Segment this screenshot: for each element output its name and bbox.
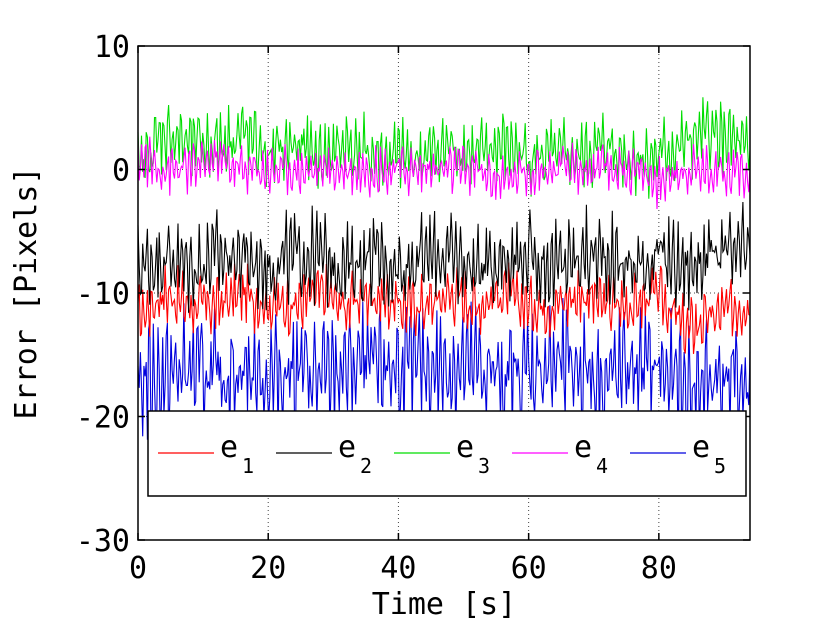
y-tick-label: 0 [112,154,130,189]
legend-label-3: e [456,430,474,465]
x-axis-title: Time [s] [372,587,517,622]
x-tick-label: 60 [511,551,547,586]
x-tick-label: 40 [380,551,416,586]
x-tick-label: 20 [250,551,286,586]
y-tick-label: 10 [94,30,130,65]
legend-subscript-3: 3 [478,454,490,478]
legend-subscript-5: 5 [714,454,726,478]
y-tick-label: -30 [76,524,130,559]
series-line-5 [137,297,751,458]
y-axis-title: Error [Pixels] [9,167,44,420]
legend-label-1: e [220,430,238,465]
series-line-3 [137,97,751,199]
y-tick-label: -10 [76,277,130,312]
legend-label-5: e [692,430,710,465]
series-line-4 [137,136,751,210]
series-line-2 [137,201,751,313]
legend-label-4: e [574,430,592,465]
ticks: 0 20 40 60 80 -30 -20 -10 0 10 [76,30,750,586]
legend-subscript-1: 1 [242,454,254,478]
x-tick-label: 0 [129,551,147,586]
legend-subscript-4: 4 [596,454,608,478]
series-group [137,97,751,458]
legend-subscript-2: 2 [360,454,372,478]
y-tick-label: -20 [76,401,130,436]
x-tick-label: 80 [641,551,677,586]
legend-label-2: e [338,430,356,465]
